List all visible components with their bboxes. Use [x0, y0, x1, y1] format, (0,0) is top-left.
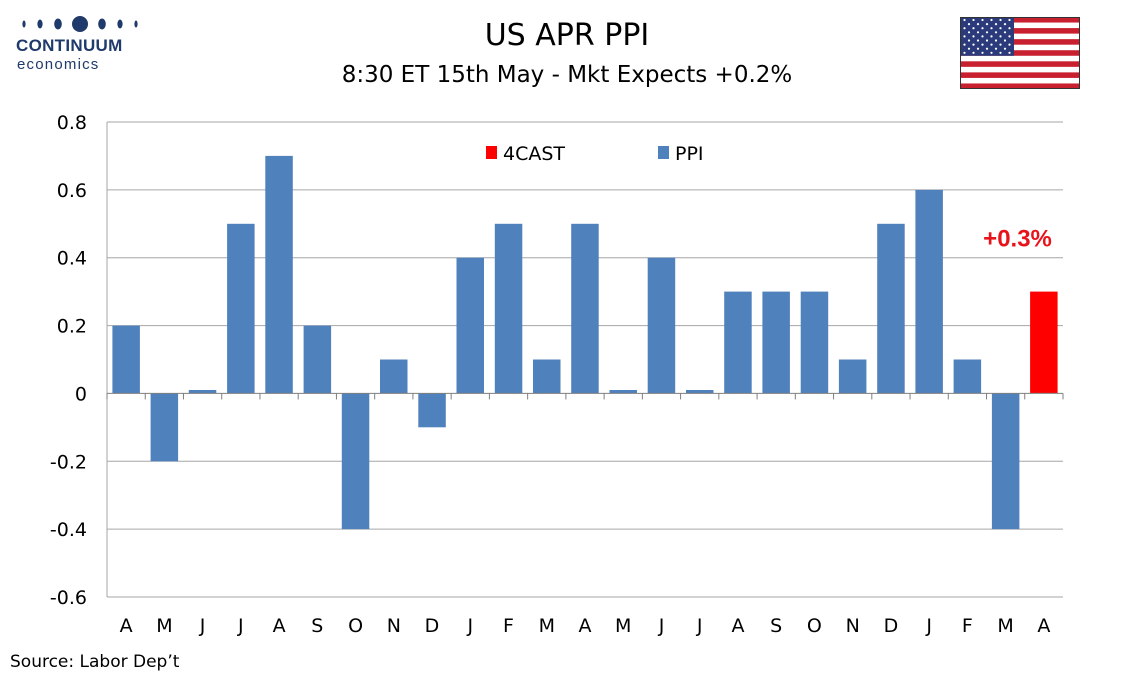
x-tick-label: A — [273, 615, 286, 637]
ppi-bar — [456, 257, 484, 394]
ppi-bar — [150, 393, 179, 462]
x-tick-label: J — [696, 615, 703, 637]
forecast-bar — [1030, 291, 1058, 394]
ppi-bar — [265, 155, 293, 394]
brand-logo: CONTINUUM economics — [14, 14, 144, 74]
ppi-bar — [877, 223, 905, 394]
x-tick-label: A — [1037, 615, 1050, 637]
x-tick-label: N — [846, 615, 860, 637]
y-tick-label: 0 — [75, 383, 87, 405]
legend-label-4cast: 4CAST — [503, 143, 565, 165]
legend-swatch-4cast — [486, 146, 497, 159]
ppi-bar — [227, 223, 255, 394]
ppi-bar — [724, 291, 752, 394]
brand-name: CONTINUUM — [16, 36, 123, 55]
legend-label-ppi: PPI — [675, 143, 704, 165]
chart-title: US APR PPI — [484, 18, 650, 53]
x-tick-label: A — [120, 615, 133, 637]
logo-dots-icon — [22, 16, 138, 32]
ppi-bar — [647, 257, 676, 394]
ppi-bar — [341, 393, 370, 530]
x-tick-label: O — [348, 615, 363, 637]
x-tick-label: M — [539, 615, 555, 637]
ppi-bar — [533, 359, 561, 394]
x-tick-label: F — [962, 615, 973, 637]
y-tick-label: -0.6 — [50, 587, 87, 609]
y-tick-label: 0.8 — [57, 112, 87, 134]
ppi-bar — [915, 189, 943, 394]
x-tick-label: M — [615, 615, 631, 637]
y-tick-label: -0.2 — [50, 451, 87, 473]
ppi-bar — [188, 390, 217, 394]
brand-sub: economics — [17, 56, 100, 73]
ppi-bar — [800, 291, 829, 394]
x-tick-label: D — [425, 615, 440, 637]
legend-swatch-ppi — [658, 146, 669, 159]
x-tick-label: M — [156, 615, 172, 637]
ppi-bar — [609, 390, 637, 394]
x-tick-label: J — [925, 615, 932, 637]
chart-subtitle: 8:30 ET 15th May - Mkt Expects +0.2% — [341, 62, 793, 88]
ppi-bar — [112, 325, 140, 394]
x-tick-label: N — [387, 615, 401, 637]
ppi-bar — [686, 390, 714, 394]
source-note: Source: Labor Dep’t — [10, 652, 180, 672]
x-tick-label: J — [199, 615, 206, 637]
x-tick-label: S — [311, 615, 323, 637]
x-tick-label: J — [658, 615, 665, 637]
ppi-bar — [762, 291, 790, 394]
x-tick-label: D — [884, 615, 899, 637]
y-tick-label: 0.6 — [57, 180, 87, 202]
ppi-bar — [571, 223, 599, 394]
x-tick-label: J — [466, 615, 473, 637]
ppi-bar — [991, 393, 1020, 530]
x-tick-label: A — [579, 615, 592, 637]
ppi-bar — [838, 359, 867, 394]
us-flag-icon — [960, 17, 1080, 89]
y-tick-label: -0.4 — [50, 519, 87, 541]
x-tick-label: S — [770, 615, 782, 637]
y-tick-label: 0.4 — [57, 248, 87, 270]
x-tick-label: J — [237, 615, 244, 637]
ppi-bar — [953, 359, 982, 394]
y-tick-label: 0.2 — [57, 316, 87, 338]
forecast-annotation: +0.3% — [983, 226, 1052, 253]
ppi-bar — [494, 223, 523, 394]
ppi-bar — [418, 393, 446, 428]
x-tick-label: O — [807, 615, 822, 637]
x-tick-label: A — [732, 615, 745, 637]
ppi-bar — [303, 325, 332, 394]
x-tick-label: F — [503, 615, 514, 637]
x-tick-label: M — [997, 615, 1013, 637]
ppi-bar — [380, 359, 408, 394]
